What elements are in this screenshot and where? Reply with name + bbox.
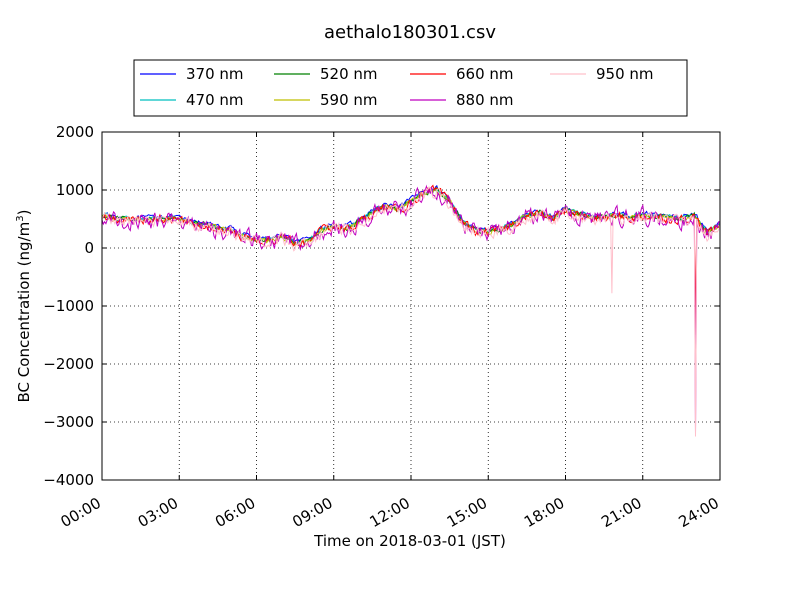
x-tick-label: 06:00 [212, 494, 258, 531]
x-tick-label: 18:00 [521, 494, 567, 531]
y-tick-label: 2000 [56, 123, 94, 141]
x-tick-label: 15:00 [444, 494, 490, 531]
y-tick-label: 1000 [56, 181, 94, 199]
y-tick-label: −3000 [43, 413, 94, 431]
y-tick-label: −1000 [43, 297, 94, 315]
y-tick-label: −4000 [43, 471, 94, 489]
legend-entry-label: 880 nm [456, 91, 514, 109]
series-line-950-nm [101, 186, 721, 437]
legend-entry-label: 370 nm [186, 65, 244, 83]
x-tick-labels: 00:00 03:00 06:00 09:00 12:00 15:00 18:00 21:00… [58, 494, 722, 531]
y-tick-label: 0 [84, 239, 94, 257]
x-tick-label: 21:00 [598, 494, 644, 531]
legend-entry-label: 520 nm [320, 65, 378, 83]
legend-entry-label: 660 nm [456, 65, 514, 83]
x-tick-label: 00:00 [58, 494, 104, 531]
x-axis-label: Time on 2018-03-01 (JST) [313, 532, 506, 550]
y-axis-label-main: BC Concentration (ng/m [15, 222, 33, 403]
y-axis-label-superscript: 3 [15, 215, 26, 221]
legend-entry-label: 470 nm [186, 91, 244, 109]
y-tick-labels: −4000 −3000 −2000 −1000 0 1000 2000 [43, 123, 94, 489]
y-axis-label-end: ) [15, 210, 33, 216]
x-tick-label: 24:00 [676, 494, 722, 531]
chart-title: aethalo180301.csv [324, 22, 496, 43]
legend-entry-label: 950 nm [596, 65, 654, 83]
legend-entry-label: 590 nm [320, 91, 378, 109]
legend-box [133, 59, 688, 117]
ticks [101, 131, 721, 481]
gridlines [102, 132, 720, 480]
data-lines [101, 184, 721, 437]
x-tick-label: 03:00 [135, 494, 181, 531]
x-tick-label: 12:00 [367, 494, 413, 531]
x-tick-label: 09:00 [289, 494, 335, 531]
legend: 370 nm 470 nm 520 nm 590 nm 660 nm 880 nm 950 … [133, 59, 688, 117]
y-axis-label: BC Concentration (ng/m3) [15, 210, 33, 403]
y-tick-label: −2000 [43, 355, 94, 373]
